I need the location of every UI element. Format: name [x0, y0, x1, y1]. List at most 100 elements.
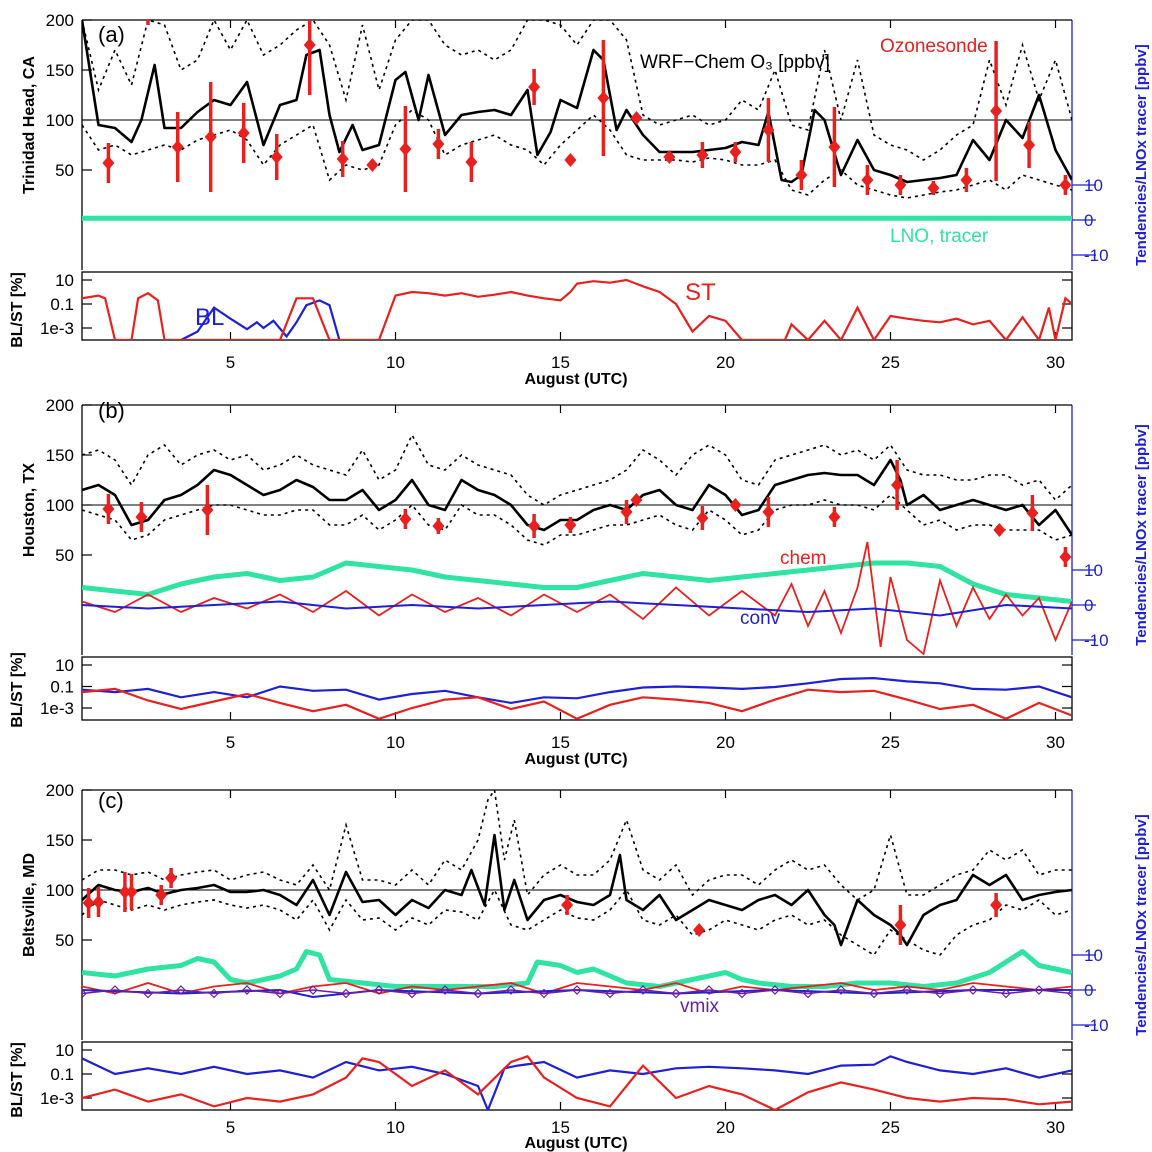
site-label: Beltsville, MD [21, 853, 38, 957]
ozonesonde-point [102, 156, 115, 170]
ozonesonde-point [102, 502, 115, 516]
ozonesonde-point [564, 518, 577, 532]
vmix-marker [473, 988, 483, 999]
right-tick-label: 10 [1084, 176, 1103, 195]
x-tick-label: 5 [226, 733, 235, 752]
ozonesonde-point [597, 91, 610, 105]
ozonesonde-point [201, 503, 214, 517]
x-tick-label: 20 [716, 353, 735, 372]
ozonesonde-point [135, 510, 148, 524]
bottom-panel-frame [81, 271, 1073, 341]
vmix-marker [110, 985, 120, 995]
ozonesonde-point [528, 80, 541, 94]
ozonesonde-point [693, 923, 706, 937]
bottom-plot-area [82, 676, 1072, 720]
top-plot-area [82, 790, 1072, 999]
o3-annotation: WRF−Chem O₃ [ppbv] [640, 52, 830, 73]
ozonesonde-point [465, 155, 478, 169]
model-mean-line [82, 20, 1072, 184]
vmix-marker [1067, 988, 1072, 999]
x-tick-label: 25 [881, 353, 900, 372]
ozonesonde-point [1026, 506, 1039, 520]
x-tick-label: 30 [1046, 353, 1065, 372]
model-lower-line [82, 888, 1072, 957]
conv-tendency-line [82, 600, 1072, 617]
bottom-ylabel: BL/ST [%] [9, 272, 26, 348]
bottom-plot-area [82, 1055, 1072, 1110]
log-tick-label: 1e-3 [40, 1089, 74, 1108]
bl-percent-line [82, 1055, 1072, 1110]
vmix-marker [143, 988, 153, 999]
x-tick-label: 15 [551, 1118, 570, 1137]
x-tick-label: 5 [226, 353, 235, 372]
panel-a: (a) Trinidad Head, CA BL/ST [%] Tendenci… [9, 0, 1150, 388]
ozonesonde-point [528, 519, 541, 533]
ozonesonde-point [663, 150, 676, 164]
x-tick-label: 25 [881, 1118, 900, 1137]
ozonesonde-point [142, 0, 154, 12]
x-tick-label: 20 [716, 733, 735, 752]
ozonesonde-point [204, 130, 217, 144]
site-label: Houston, TX [21, 463, 38, 558]
ozonesonde-point [630, 111, 643, 125]
vmix-marker [572, 985, 582, 995]
x-tick-label: 5 [226, 1118, 235, 1137]
panel-c: (c) Beltsville, MD BL/ST [%] Tendencies/… [9, 781, 1150, 1152]
vmix-marker [275, 988, 285, 999]
vmix-marker [407, 988, 417, 999]
ozonesonde-point [432, 519, 445, 533]
vmix-tendency-line [82, 989, 1072, 995]
log-tick-label: 1e-3 [40, 699, 74, 718]
chem-tendency-line [82, 541, 1072, 656]
ozonesonde-point [620, 505, 633, 519]
right-axis-label: Tendencies/LNOx tracer [ppbv] [1133, 814, 1150, 1035]
x-tick-label: 15 [551, 353, 570, 372]
model-upper-line [82, 20, 1072, 161]
bottom-ylabel: BL/ST [%] [9, 1042, 26, 1118]
bl-percent-line [82, 676, 1072, 705]
log-tick-label: 10 [55, 656, 74, 675]
model-lower-line [82, 109, 1072, 199]
vmix-marker [341, 988, 351, 999]
bottom-ylabel: BL/ST [%] [9, 652, 26, 728]
panel-label: (b) [98, 398, 125, 423]
ozonesonde-point [990, 898, 1003, 912]
x-axis-label: August (UTC) [524, 1135, 627, 1152]
vmix-marker [935, 988, 945, 999]
panel-label: (a) [98, 22, 125, 47]
right-tick-label: 0 [1084, 211, 1093, 230]
ozonesonde-point [894, 178, 907, 192]
ozonesonde-point [861, 173, 874, 187]
st-percent-line [82, 687, 1072, 720]
lno-tracer-line [82, 949, 1072, 989]
ozonesonde-point [894, 918, 907, 932]
right-tick-label: -10 [1084, 631, 1109, 650]
x-tick-label: 30 [1046, 1118, 1065, 1137]
ozonesonde-point [399, 142, 412, 156]
vmix-marker [1034, 985, 1044, 995]
vmix-marker [539, 988, 549, 999]
ozonesonde-point [1023, 138, 1036, 152]
ozonesonde-point [729, 145, 742, 159]
right-tick-label: 10 [1084, 946, 1103, 965]
vmix-marker [770, 985, 780, 995]
vmix-marker [1001, 988, 1011, 999]
ozonesonde-point [399, 512, 412, 526]
ozonesonde-point [336, 152, 349, 166]
y-tick-label: 100 [46, 111, 74, 130]
panel-label: (c) [98, 788, 124, 813]
log-tick-label: 0.1 [50, 1065, 74, 1084]
bottom-plot-area [82, 278, 1072, 340]
x-tick-label: 10 [386, 353, 405, 372]
model-upper-line [82, 790, 1072, 901]
y-tick-label: 150 [46, 61, 74, 80]
bl-percent-line [180, 299, 341, 340]
chem-annotation: chem [780, 548, 826, 569]
vmix-marker [737, 988, 747, 999]
x-axis-label: August (UTC) [524, 751, 627, 768]
st-annotation: ST [685, 279, 716, 306]
ozonesonde-point [729, 498, 742, 512]
x-tick-label: 15 [551, 733, 570, 752]
right-axis-label: Tendencies/LNOx tracer [ppbv] [1133, 424, 1150, 645]
